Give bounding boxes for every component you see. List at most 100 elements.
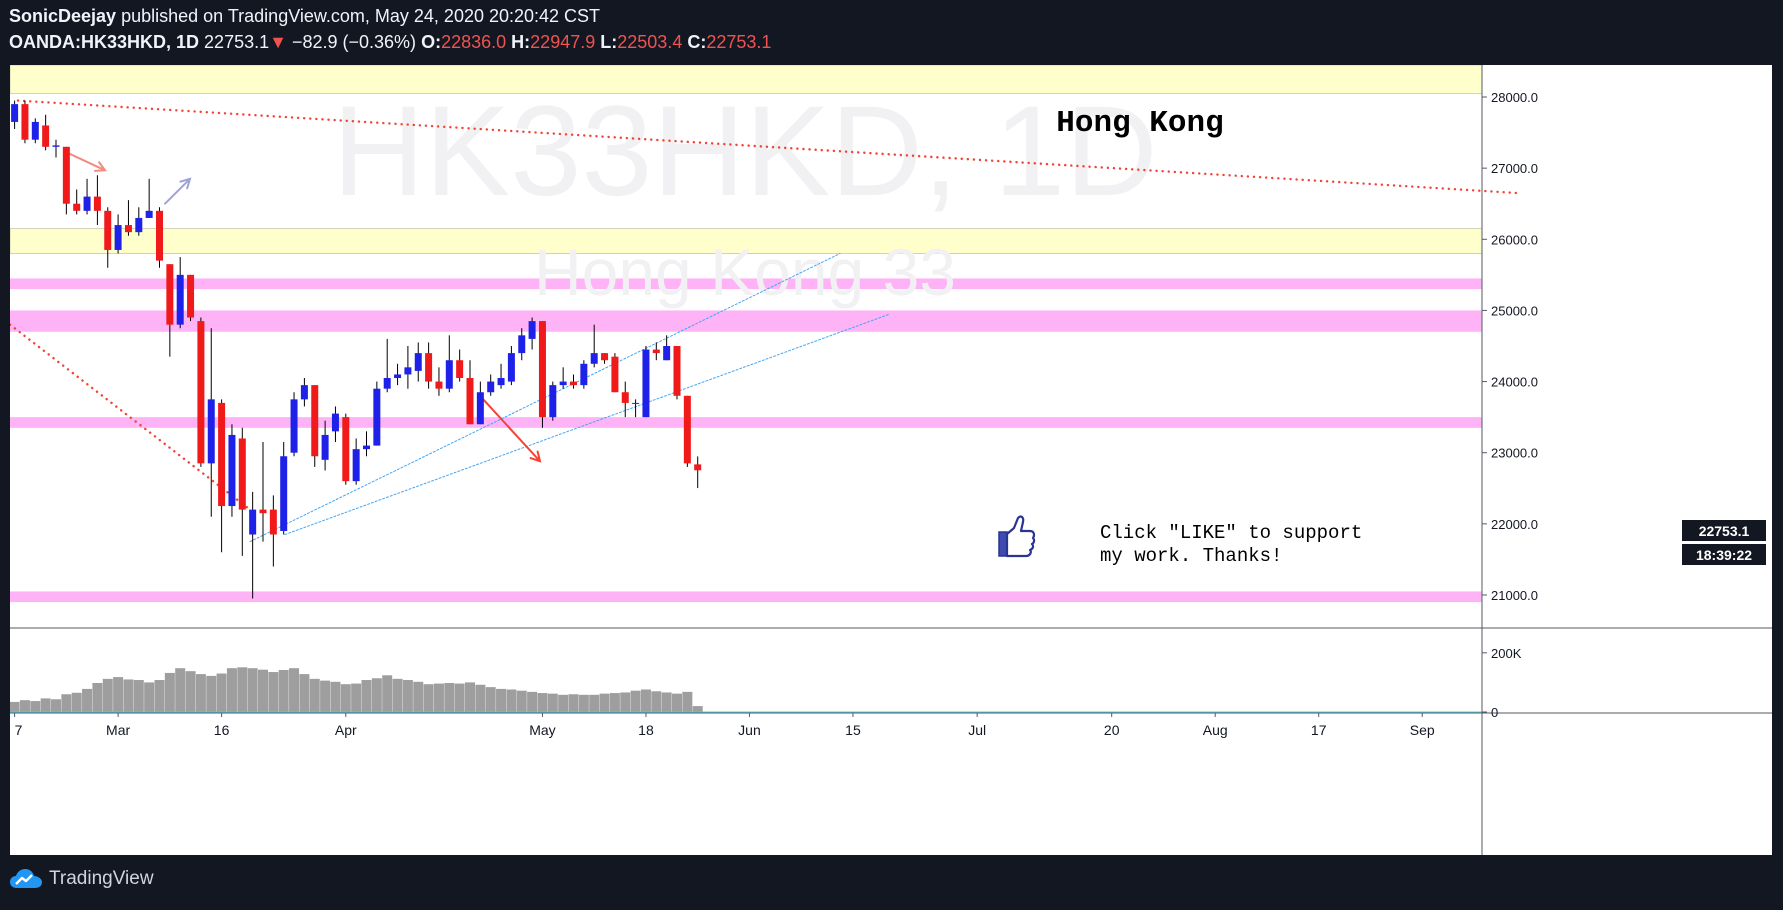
candle-body	[145, 210, 153, 218]
volume-bar	[51, 699, 61, 712]
price-tick-label: 23000.0	[1491, 446, 1538, 461]
volume-bar	[10, 701, 20, 712]
open-value: 22836.0	[441, 32, 507, 52]
volume-bar	[71, 692, 82, 712]
candle-body	[673, 346, 681, 396]
volume-bar	[133, 680, 144, 712]
candle-body	[218, 402, 226, 507]
volume-bar	[620, 692, 631, 712]
volume-bar	[682, 691, 693, 712]
time-badge-text: 18:39:22	[1696, 547, 1752, 563]
candle-body	[166, 264, 174, 325]
volume-bar	[423, 684, 434, 712]
candle-body	[73, 203, 81, 211]
candle-body	[621, 392, 629, 403]
candles-layer	[11, 100, 702, 599]
arrow-down-1	[69, 152, 107, 172]
volume-bar	[589, 694, 600, 712]
candle-body	[642, 349, 650, 418]
author-name[interactable]: SonicDeejay	[9, 6, 117, 26]
volume-bar	[475, 684, 486, 712]
time-tick-label: May	[529, 722, 555, 738]
volume-bar	[568, 694, 579, 712]
volume-bar	[320, 680, 331, 712]
candle-body	[601, 353, 609, 361]
zone-yellow-mid	[10, 228, 1483, 254]
candle-body	[683, 395, 691, 464]
price-badge-text: 22753.1	[1699, 523, 1750, 539]
price-tick-label: 24000.0	[1491, 375, 1538, 390]
price-badge: 22753.1	[1682, 520, 1766, 541]
channel-lower-line	[284, 313, 891, 536]
candle-body	[373, 388, 381, 446]
volume-tick-label: 200K	[1491, 646, 1522, 661]
like-text-line2[interactable]: my work. Thanks!	[1100, 545, 1282, 567]
volume-bar	[278, 669, 289, 712]
zone-pink-2	[10, 310, 1482, 332]
candle-body	[311, 385, 319, 457]
volume-bar	[558, 694, 569, 712]
volume-bar	[309, 678, 320, 712]
volume-bar	[496, 688, 507, 712]
candle-body	[611, 356, 619, 393]
volume-bar	[237, 667, 248, 712]
publish-info: SonicDeejay published on TradingView.com…	[9, 6, 600, 27]
time-tick-label: 18	[638, 722, 654, 738]
time-tick-label: Jun	[738, 722, 761, 738]
candle-body	[383, 378, 391, 389]
candle-body	[404, 367, 412, 375]
volume-bar	[661, 692, 672, 712]
time-tick-label: 20	[1104, 722, 1120, 738]
candle-body	[363, 445, 370, 450]
candle-body	[435, 381, 443, 389]
time-tick-label: Sep	[1410, 722, 1435, 738]
annotation-title[interactable]: Hong Kong	[1056, 106, 1223, 141]
candle-body	[197, 321, 205, 464]
candle-body	[456, 360, 464, 379]
close-value: 22753.1	[706, 32, 772, 52]
time-badge-box	[1682, 544, 1766, 565]
volume-bar	[433, 683, 444, 712]
candle-body	[300, 385, 308, 400]
volume-bar	[61, 694, 72, 712]
volume-bar	[651, 691, 662, 712]
tradingview-logo[interactable]: TradingView	[10, 868, 154, 890]
high-value: 22947.9	[530, 32, 596, 52]
volume-bar	[289, 668, 300, 712]
candle-body	[176, 274, 184, 325]
candle-body	[652, 349, 660, 354]
arrow-down-2	[479, 394, 542, 463]
candle-body	[52, 145, 60, 147]
candle-body	[238, 438, 246, 510]
price-tick-label: 25000.0	[1491, 303, 1538, 318]
like-text-line1[interactable]: Click "LIKE" to support	[1100, 522, 1362, 544]
candle-body	[249, 509, 257, 535]
time-tick-label: Aug	[1203, 722, 1228, 738]
candle-body	[124, 225, 132, 233]
volume-bar	[82, 688, 93, 712]
zone-pink-1	[10, 278, 1482, 290]
zones-layer	[10, 65, 1483, 603]
candle-body	[580, 363, 588, 386]
volume-bar	[123, 679, 134, 712]
candle-body	[497, 378, 505, 386]
volume-tick-label: 0	[1491, 705, 1498, 720]
price-change: −82.9 (−0.36%)	[291, 32, 417, 52]
published-text: published on TradingView.com, May 24, 20…	[121, 6, 601, 26]
tradingview-cloud-icon	[10, 869, 42, 888]
watermark-symbol: HK33HKD, 1D	[332, 80, 1157, 223]
time-tick-label: Jul	[968, 722, 986, 738]
volume-bar	[216, 673, 227, 712]
volume-bar	[340, 684, 351, 712]
candle-body	[487, 381, 495, 393]
chart-area[interactable]: HK33HKD, 1D Hong Kong 33 28000.0 27000.0 2…	[10, 65, 1772, 855]
candle-body	[466, 378, 474, 425]
candle-body	[207, 399, 215, 464]
price-tick-label: 27000.0	[1491, 161, 1538, 176]
volume-bar	[465, 682, 475, 712]
volume-bar	[268, 672, 279, 712]
volume-bar	[19, 700, 30, 712]
chart-canvas[interactable]: HK33HKD, 1D Hong Kong 33 28000.027000.02…	[10, 65, 1772, 855]
volume-bar	[144, 682, 155, 712]
volume-bar	[537, 693, 548, 712]
